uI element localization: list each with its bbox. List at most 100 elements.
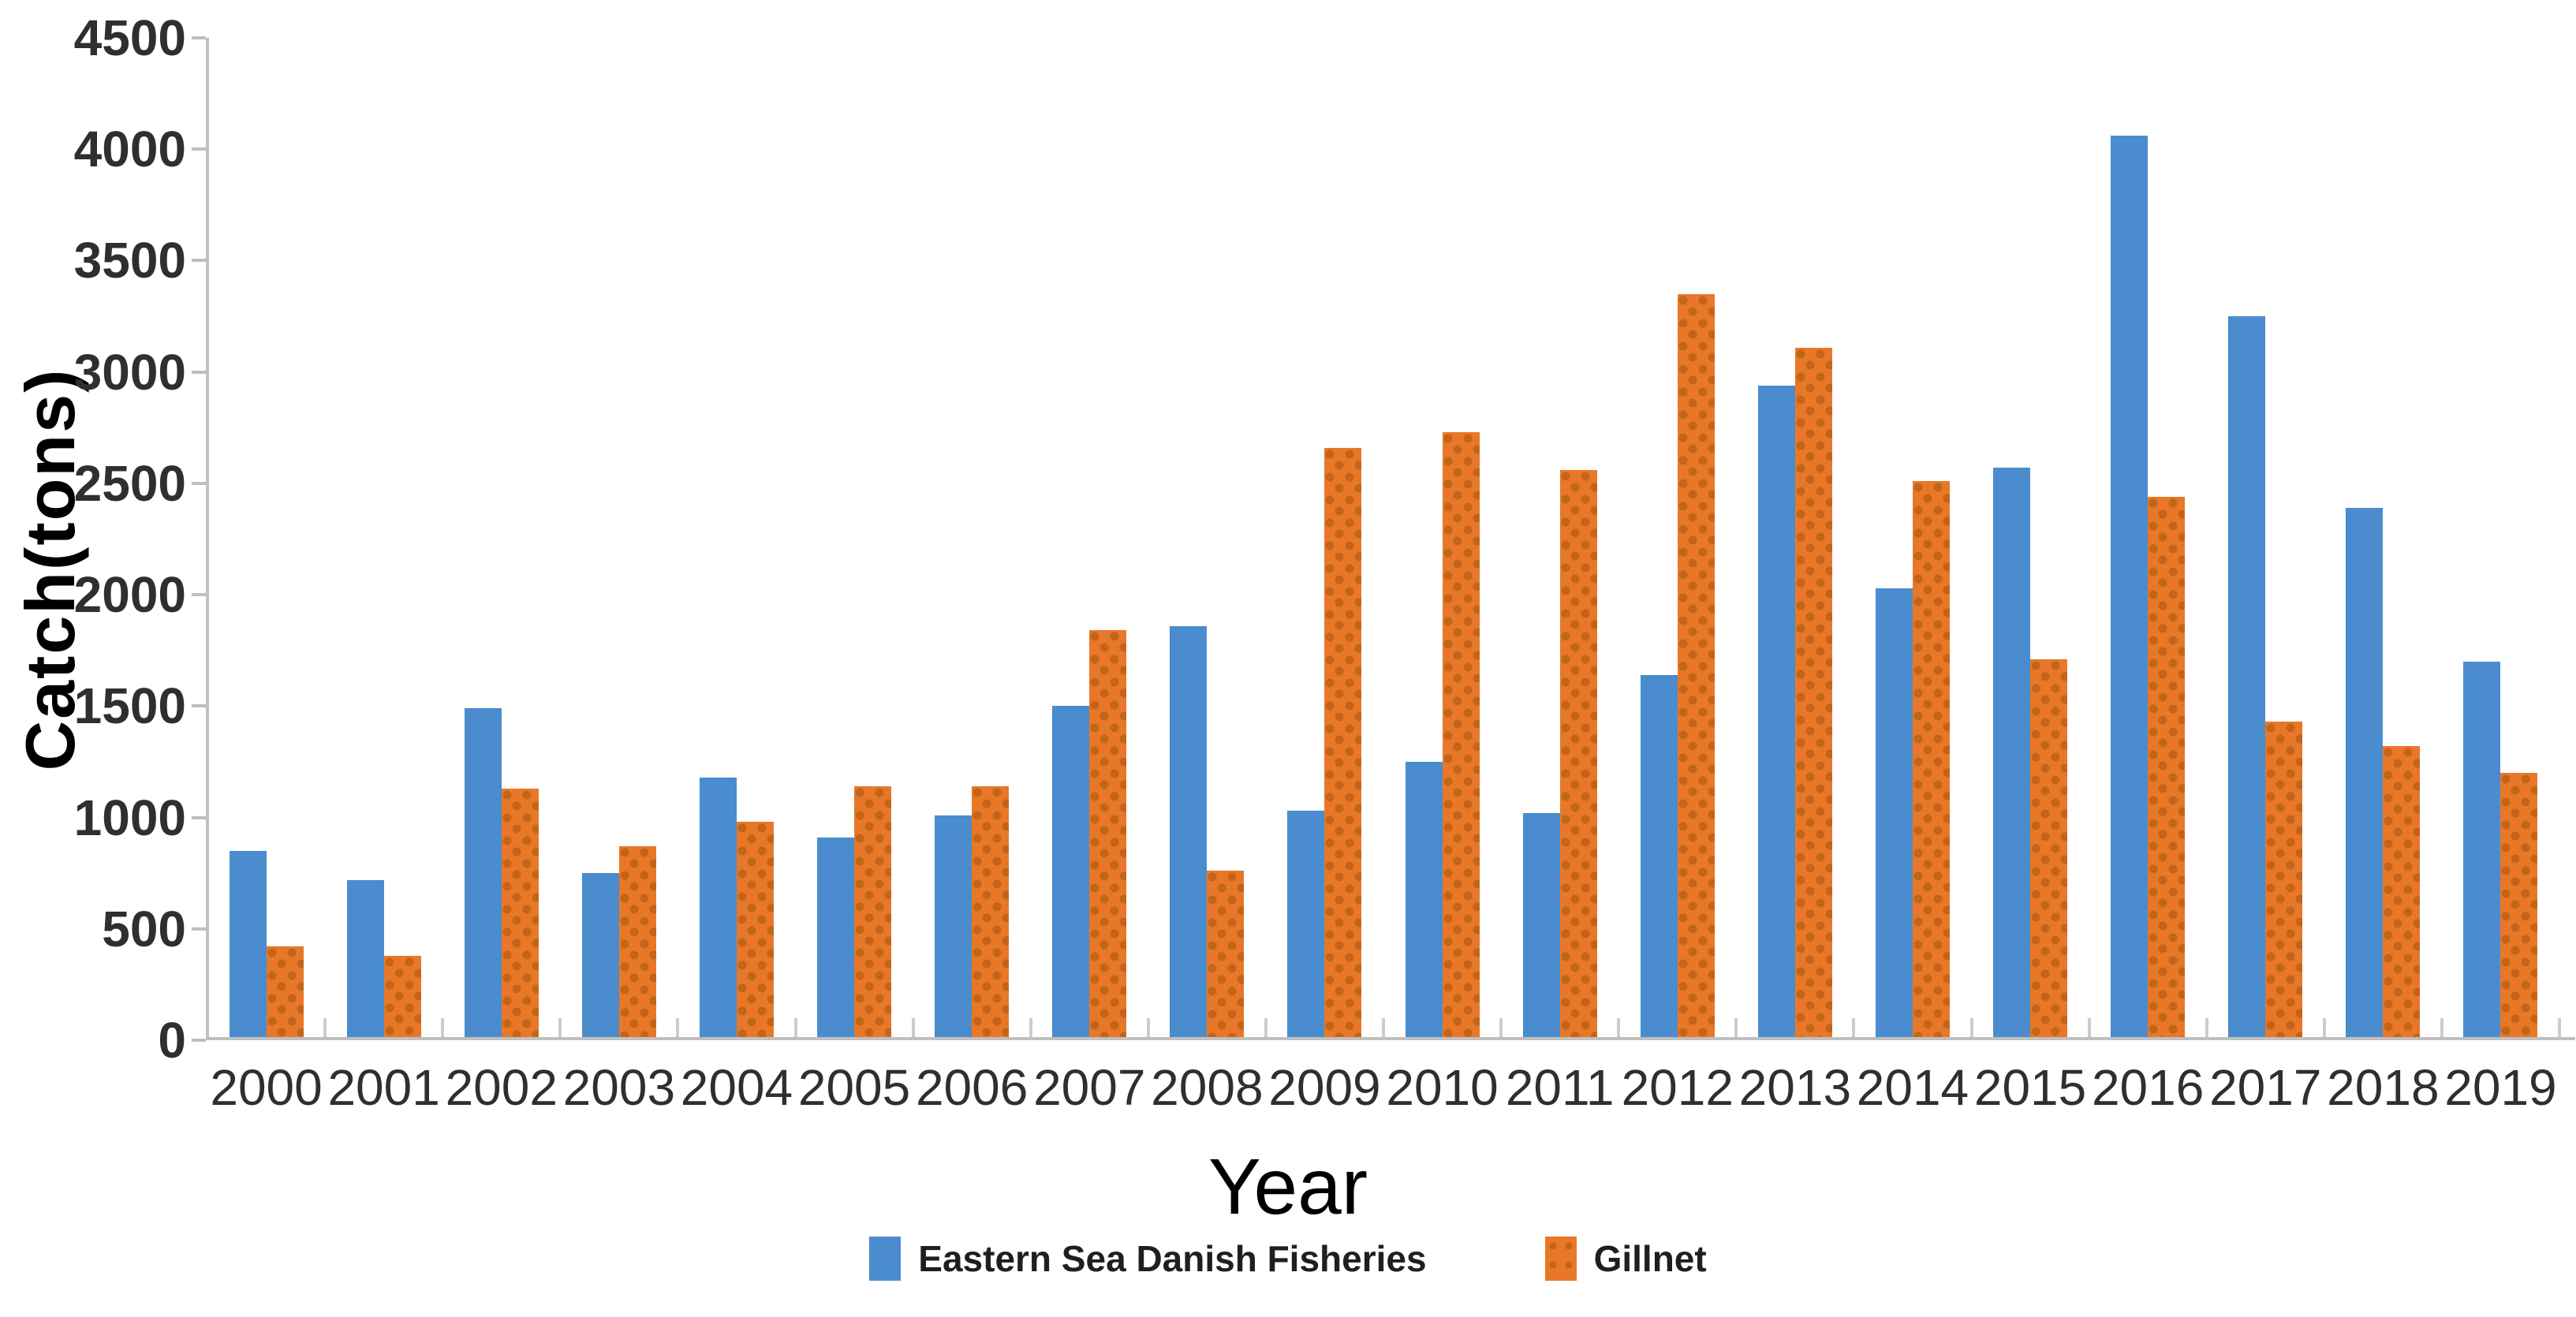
bar-group-2001 [325,38,442,1040]
bar-group-2013 [1736,38,1854,1040]
x-boundary-tick [558,1018,562,1040]
bar-2008-gillnet [1207,871,1245,1040]
x-tick-label-2000: 2000 [210,1059,323,1116]
legend-item-gillnet: Gillnet [1544,1237,1707,1281]
x-tick-label-2011: 2011 [1505,1059,1615,1116]
y-tick-label-0: 0 [158,1012,186,1069]
bar-2010-eastern-sea-danish-fisheries [1405,761,1443,1040]
y-tick-label-2500: 2500 [73,454,186,512]
bar-group-2011 [1501,38,1618,1040]
x-boundary-tick [911,1018,915,1040]
bar-group-2003 [560,38,678,1040]
bar-2006-eastern-sea-danish-fisheries [935,815,973,1040]
y-tick-label-3000: 3000 [73,343,186,401]
x-tick-label-2006: 2006 [915,1059,1029,1116]
legend-item-eastern-sea-danish-fisheries: Eastern Sea Danish Fisheries [869,1237,1427,1281]
y-tick-mark-4500 [192,36,206,39]
y-tick-label-3500: 3500 [73,232,186,289]
y-tick-label-2000: 2000 [73,566,186,624]
y-tick-label-4500: 4500 [73,9,186,66]
bar-2009-eastern-sea-danish-fisheries [1287,811,1325,1040]
bar-2014-eastern-sea-danish-fisheries [1875,588,1913,1040]
bar-2000-gillnet [266,946,304,1040]
y-tick-label-1500: 1500 [73,677,186,735]
legend-swatch-blue [869,1237,902,1281]
bar-2015-gillnet [2030,659,2068,1040]
y-axis-line [206,38,209,1040]
x-boundary-tick [1499,1018,1503,1040]
bar-group-2017 [2207,38,2324,1040]
x-boundary-tick [441,1018,445,1040]
bar-group-2016 [2089,38,2207,1040]
bar-2007-gillnet [1089,630,1127,1040]
bar-group-2004 [678,38,795,1040]
y-tick-label-4000: 4000 [73,121,186,178]
bar-group-2000 [207,38,325,1040]
x-boundary-tick [1382,1018,1385,1040]
bar-2001-eastern-sea-danish-fisheries [346,879,384,1040]
x-axis-line [206,1037,2575,1040]
bar-2012-eastern-sea-danish-fisheries [1640,674,1678,1040]
x-boundary-tick [2087,1018,2091,1040]
x-boundary-tick [1617,1018,1621,1040]
bar-group-2018 [2324,38,2442,1040]
bar-2006-gillnet [972,786,1010,1040]
bar-group-2005 [796,38,913,1040]
y-tick-mark-0 [192,1039,206,1042]
bar-group-2002 [442,38,560,1040]
bar-2018-gillnet [2383,746,2421,1040]
bar-group-2009 [1266,38,1383,1040]
x-tick-label-2009: 2009 [1268,1059,1381,1116]
bar-2011-gillnet [1559,469,1597,1040]
x-boundary-tick [2558,1018,2561,1040]
bar-2008-eastern-sea-danish-fisheries [1170,625,1208,1040]
legend-label-eastern-sea-danish-fisheries: Eastern Sea Danish Fisheries [918,1238,1427,1279]
x-tick-label-2016: 2016 [2091,1059,2205,1116]
x-tick-label-2008: 2008 [1151,1059,1264,1116]
x-boundary-tick [2322,1018,2326,1040]
bar-2005-gillnet [854,786,892,1040]
bar-2010-gillnet [1442,431,1480,1040]
bar-2001-gillnet [383,955,421,1040]
x-boundary-tick [793,1018,797,1040]
bar-2004-eastern-sea-danish-fisheries [699,777,737,1040]
bar-2016-eastern-sea-danish-fisheries [2111,136,2149,1040]
bar-2002-eastern-sea-danish-fisheries [464,708,502,1040]
x-boundary-tick [1264,1018,1267,1040]
x-tick-label-2001: 2001 [327,1059,440,1116]
x-tick-label-2013: 2013 [1738,1059,1852,1116]
bar-2002-gillnet [501,788,539,1040]
bar-2015-eastern-sea-danish-fisheries [1993,468,2031,1040]
y-tick-mark-1500 [192,704,206,708]
y-tick-mark-3000 [192,370,206,374]
x-tick-label-2005: 2005 [797,1059,911,1116]
bar-2019-eastern-sea-danish-fisheries [2463,661,2501,1040]
bar-2009-gillnet [1324,447,1362,1040]
bar-2012-gillnet [1677,293,1715,1040]
x-tick-label-2003: 2003 [562,1059,676,1116]
x-tick-label-2002: 2002 [445,1059,558,1116]
bar-2003-eastern-sea-danish-fisheries [581,873,619,1040]
x-tick-label-2015: 2015 [1973,1059,2087,1116]
bar-group-2007 [1031,38,1148,1040]
bar-group-2006 [913,38,1031,1040]
bar-2017-eastern-sea-danish-fisheries [2228,316,2266,1040]
bar-2003-gillnet [618,846,656,1040]
y-tick-label-500: 500 [102,900,186,957]
legend: Eastern Sea Danish Fisheries Gillnet [0,1237,2576,1281]
y-tick-mark-4000 [192,147,206,151]
bar-2007-eastern-sea-danish-fisheries [1052,706,1090,1040]
x-boundary-tick [1969,1018,1973,1040]
bar-group-2012 [1618,38,1736,1040]
bar-2017-gillnet [2265,722,2303,1040]
x-tick-label-2004: 2004 [680,1059,793,1116]
y-tick-label-1000: 1000 [73,789,186,846]
x-boundary-tick [1734,1018,1738,1040]
legend-label-gillnet: Gillnet [1593,1238,1707,1279]
x-boundary-tick [2205,1018,2208,1040]
x-boundary-tick [1029,1018,1032,1040]
x-tick-label-2019: 2019 [2444,1059,2557,1116]
bar-group-2014 [1854,38,1971,1040]
bar-2016-gillnet [2148,496,2186,1040]
